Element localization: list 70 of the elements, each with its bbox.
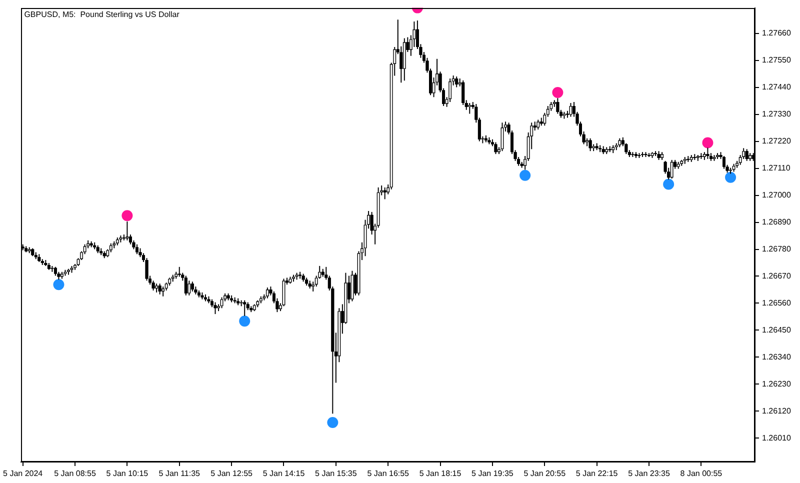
x-tick-label: 5 Jan 10:15 xyxy=(106,469,149,478)
candlestick xyxy=(158,283,162,295)
x-tick-label: 5 Jan 20:55 xyxy=(524,469,566,478)
candlestick xyxy=(500,122,504,152)
y-tick-label: 1.26780 xyxy=(762,244,792,254)
x-tick-label: 5 Jan 11:35 xyxy=(158,469,201,478)
y-tick-label: 1.26120 xyxy=(762,406,792,416)
candlestick xyxy=(494,142,498,155)
y-tick-label: 1.26890 xyxy=(762,217,792,226)
x-tick-label: 5 Jan 16:55 xyxy=(367,469,410,478)
candlestick xyxy=(706,147,710,160)
x-tick-label: 5 Jan 22:15 xyxy=(576,469,618,478)
candlestick xyxy=(556,98,560,114)
candlestick xyxy=(152,280,155,291)
candlestick xyxy=(402,38,406,82)
y-tick-label: 1.26340 xyxy=(762,352,792,362)
y-tick-label: 1.27110 xyxy=(762,163,791,172)
y-tick-label: 1.26670 xyxy=(762,271,792,280)
y-tick-label: 1.27440 xyxy=(762,82,792,92)
x-tick-label: 5 Jan 12:55 xyxy=(210,469,254,478)
x-tick-label: 5 Jan 14:15 xyxy=(262,469,306,478)
candlestick xyxy=(468,102,472,114)
candlestick xyxy=(136,244,138,255)
x-tick-label: 5 Jan 2024 xyxy=(3,469,44,478)
x-tick-label: 8 Jan 00:55 xyxy=(680,469,723,478)
candlestick xyxy=(266,287,269,299)
candlestick xyxy=(448,78,452,103)
candlestick xyxy=(670,159,674,180)
y-tick-label: 1.27220 xyxy=(762,136,792,146)
point xyxy=(702,137,714,148)
candlestick xyxy=(383,186,386,200)
candlestick xyxy=(282,278,286,307)
candlestick xyxy=(126,221,129,241)
candlestick xyxy=(536,119,540,130)
candlestick xyxy=(214,302,217,315)
point xyxy=(663,178,674,190)
candlestick xyxy=(722,156,726,170)
y-tick-label: 1.27330 xyxy=(762,110,792,118)
point xyxy=(122,210,133,222)
y-tick-label: 1.26560 xyxy=(762,298,792,308)
point xyxy=(327,416,338,428)
candlestick xyxy=(184,275,188,296)
candlestick xyxy=(188,280,191,296)
y-tick-label: 1.26230 xyxy=(762,379,792,388)
point xyxy=(239,316,250,327)
candlestick xyxy=(569,102,572,118)
y-tick-label: 1.27000 xyxy=(762,190,792,200)
x-tick-label: 5 Jan 08:55 xyxy=(54,469,96,478)
candlestick xyxy=(745,148,748,162)
candlestick xyxy=(162,286,165,297)
y-tick-label: 1.26010 xyxy=(762,433,792,442)
candlestick xyxy=(178,266,181,278)
y-tick-label: 1.27550 xyxy=(762,56,792,65)
candlestick xyxy=(350,270,354,302)
candlestick xyxy=(220,296,224,309)
candlestick xyxy=(190,281,194,292)
point xyxy=(520,170,531,181)
point xyxy=(552,86,564,98)
candlestick xyxy=(455,76,458,88)
x-tick-label: 5 Jan 15:35 xyxy=(315,469,358,478)
candlestick xyxy=(588,138,592,152)
candlestick xyxy=(243,300,246,316)
chart-title: GBPUSD, M5: Pound Sterling vs US Dollar xyxy=(24,10,180,20)
x-tick-label: 5 Jan 23:35 xyxy=(628,469,670,478)
point xyxy=(53,279,64,290)
y-tick-label: 1.26450 xyxy=(762,325,792,334)
x-tick-label: 5 Jan 19:35 xyxy=(472,469,514,478)
point xyxy=(725,172,736,183)
y-tick-label: 1.27660 xyxy=(762,28,792,38)
x-tick-label: 5 Jan 18:15 xyxy=(419,469,462,478)
